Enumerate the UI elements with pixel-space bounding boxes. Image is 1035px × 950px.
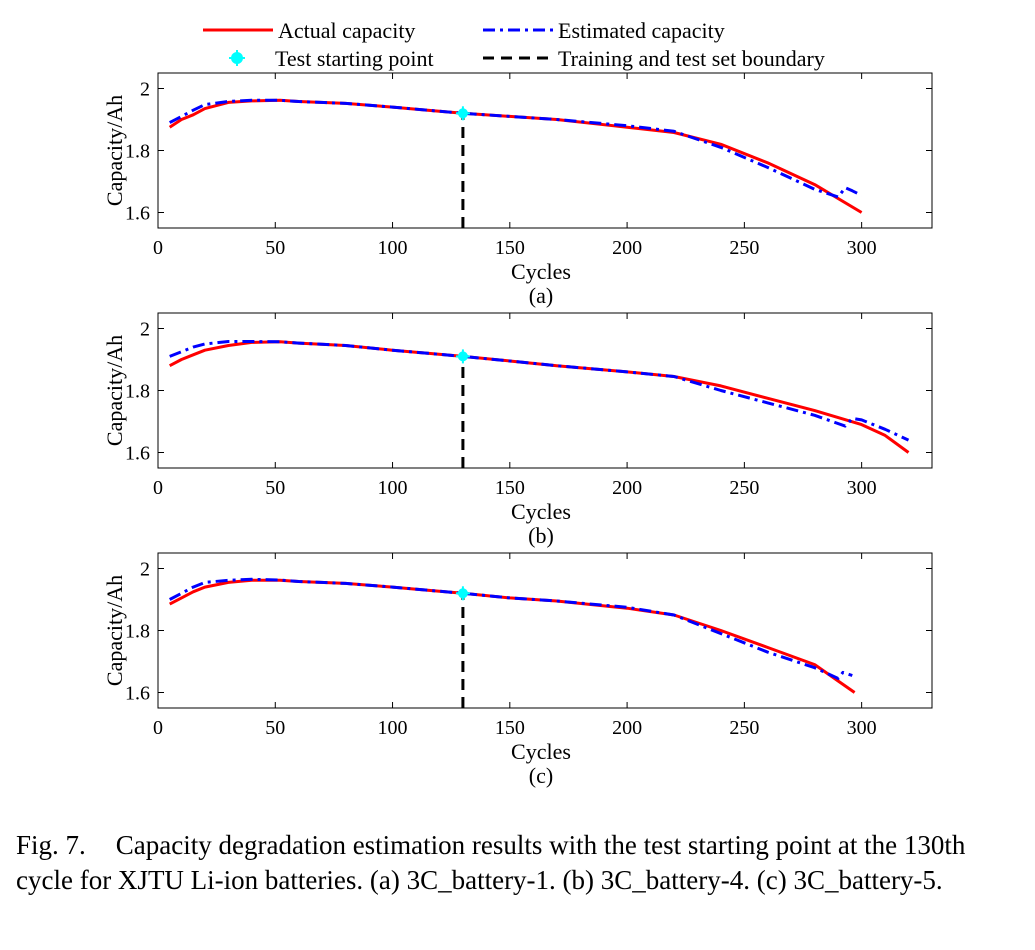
chart-panel-3: 0 50 100 150 200 250 300 1.6 1.8 2 Cycles Capacity/… (102, 552, 933, 788)
panel-label: (a) (529, 283, 553, 308)
x-tick-label: 200 (612, 477, 642, 499)
y-tick-label: 2 (140, 79, 150, 101)
panel-label: (b) (528, 523, 554, 548)
legend-estimated-label: Estimated capacity (558, 18, 725, 43)
x-tick-label: 100 (378, 717, 408, 739)
actual-capacity-line (169, 578, 856, 694)
plot-frame (157, 72, 933, 229)
x-tick-label: 150 (495, 477, 525, 499)
x-axis-label: Cycles (511, 259, 571, 284)
plot-frame (157, 552, 933, 709)
plot-frame (157, 312, 933, 469)
y-tick-label: 1.6 (125, 443, 150, 465)
legend: Actual capacity Estimated capacity Test … (203, 18, 825, 71)
chart-panel-1: 0 50 100 150 200 250 300 1.6 1.8 2 Cycles Capacity/… (102, 72, 933, 308)
x-tick-label: 50 (265, 237, 285, 259)
x-tick-label: 300 (847, 477, 877, 499)
actual-capacity-line (168, 98, 863, 214)
test-start-marker (455, 349, 470, 364)
x-tick-label: 250 (729, 237, 759, 259)
caption-label: Fig. 7. (16, 830, 86, 860)
estimated-capacity-line (169, 98, 863, 199)
panels: 0 50 100 150 200 250 3001.61.82CyclesCapacity/… (102, 72, 933, 788)
x-tick-label: 150 (495, 717, 525, 739)
legend-start-marker (229, 50, 245, 66)
x-tick-label: 0 (153, 717, 163, 739)
x-tick-label: 150 (495, 237, 525, 259)
x-axis-label: Cycles (511, 739, 571, 764)
x-tick-label: 50 (265, 717, 285, 739)
legend-start-label: Test starting point (275, 46, 434, 71)
estimated-capacity-line (169, 340, 910, 442)
figure-caption: Fig. 7. Capacity degradation estimation r… (16, 828, 1021, 898)
y-axis-label: Capacity/Ah (102, 95, 127, 206)
x-tick-label: 250 (729, 717, 759, 739)
legend-actual-label: Actual capacity (278, 18, 415, 43)
y-tick-label: 1.8 (125, 381, 150, 403)
x-tick-label: 300 (847, 717, 877, 739)
y-axis-label: Capacity/Ah (102, 575, 127, 686)
estimated-capacity-line (169, 577, 853, 680)
x-axis-label: Cycles (511, 499, 571, 524)
x-tick-label: 200 (612, 237, 642, 259)
figure: Actual capacity Estimated capacity Test … (102, 18, 933, 788)
y-axis-label: Capacity/Ah (102, 335, 127, 446)
x-tick-label: 250 (729, 477, 759, 499)
y-tick-label: 1.6 (125, 683, 150, 705)
chart-panel-2: 0 50 100 150 200 250 300 1.6 1.8 2 Cycles Capacity/… (102, 312, 933, 548)
caption-text: Capacity degradation estimation results … (16, 830, 966, 895)
x-tick-label: 0 (153, 237, 163, 259)
y-tick-label: 2 (140, 319, 150, 341)
panel-label: (c) (529, 763, 553, 788)
y-tick-label: 1.6 (125, 203, 150, 225)
x-tick-label: 50 (265, 477, 285, 499)
x-tick-label: 200 (612, 717, 642, 739)
y-tick-label: 1.8 (125, 141, 150, 163)
y-tick-label: 2 (140, 559, 150, 581)
test-start-marker (455, 106, 470, 121)
x-tick-label: 100 (378, 237, 408, 259)
test-start-marker (455, 586, 470, 601)
actual-capacity-line (169, 340, 910, 454)
x-tick-label: 0 (153, 477, 163, 499)
legend-boundary-label: Training and test set boundary (558, 46, 825, 71)
x-tick-label: 100 (378, 477, 408, 499)
y-tick-label: 1.8 (125, 621, 150, 643)
x-tick-label: 300 (847, 237, 877, 259)
